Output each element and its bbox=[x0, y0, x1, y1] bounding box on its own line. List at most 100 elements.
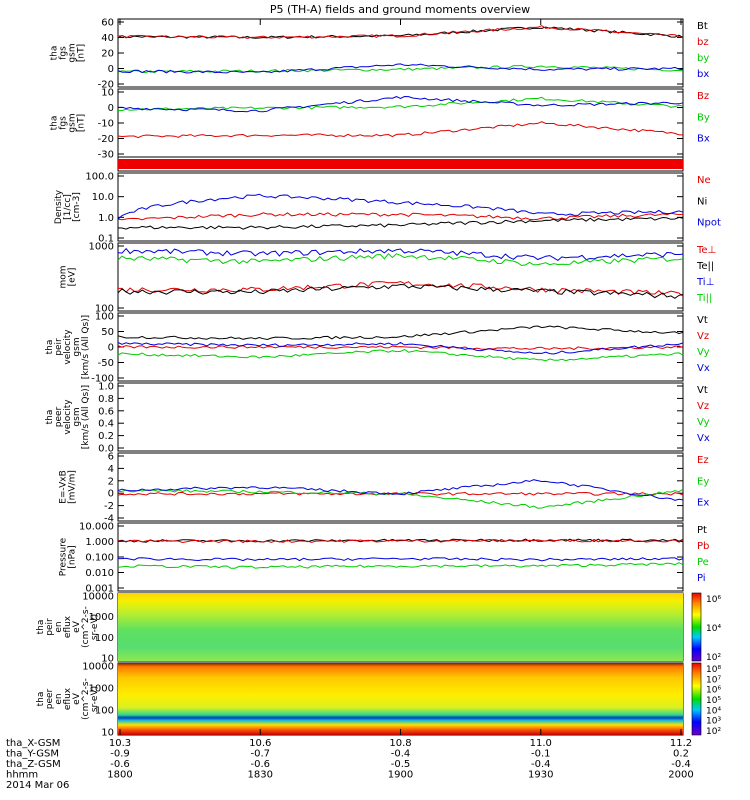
legend-Ti||: Ti|| bbox=[696, 293, 712, 304]
series-bx bbox=[117, 63, 684, 74]
panel-frame bbox=[117, 452, 684, 522]
legend-Vx: Vx bbox=[697, 433, 710, 444]
red-band bbox=[118, 159, 683, 169]
legend-Vy: Vy bbox=[697, 347, 710, 358]
y-tick-label: 10 bbox=[101, 88, 114, 99]
y-tick-label: 1000 bbox=[89, 242, 114, 253]
series-Ti⊥ bbox=[117, 247, 684, 262]
plot-title: P5 (TH-A) fields and ground moments over… bbox=[270, 3, 530, 16]
series-Ey bbox=[117, 488, 684, 509]
y-axis-label: fgs bbox=[59, 116, 69, 130]
y-tick-label: 10.0 bbox=[92, 192, 114, 203]
y-tick-label: 0 bbox=[108, 343, 114, 354]
series-Vx bbox=[117, 341, 684, 355]
colorbar-tick-label: 10⁴ bbox=[706, 706, 721, 716]
panel-frame bbox=[117, 172, 684, 242]
y-tick-label: 0.1 bbox=[98, 234, 114, 245]
y-axis-label: [eV] bbox=[68, 268, 78, 287]
y-tick-label: 1.000 bbox=[85, 537, 114, 548]
y-axis-label: eflux bbox=[63, 687, 73, 710]
legend-Bx: Bx bbox=[697, 134, 710, 145]
x-tick-label: 1800 bbox=[107, 770, 132, 781]
y-tick-label: -20 bbox=[98, 134, 114, 145]
colorbar-tick-label: 10² bbox=[706, 653, 721, 663]
y-axis-label: tha bbox=[45, 410, 55, 425]
colorbar-tick-label: 10⁸ bbox=[706, 665, 721, 675]
y-tick-label: 50 bbox=[101, 327, 114, 338]
y-tick-label: 1.0 bbox=[98, 213, 114, 224]
y-tick-label: 0.001 bbox=[85, 584, 114, 595]
legend-Ez: Ez bbox=[697, 455, 709, 466]
colorbar-tick-label: 10³ bbox=[706, 717, 721, 727]
y-tick-label: 10000 bbox=[82, 662, 114, 673]
y-axis-label: Density bbox=[54, 189, 64, 224]
y-tick-label: 20 bbox=[101, 49, 114, 60]
legend-Vy: Vy bbox=[697, 417, 710, 428]
series-Ti|| bbox=[117, 252, 684, 267]
series-Te⊥ bbox=[118, 280, 684, 297]
x-tick-label: 1900 bbox=[388, 770, 413, 781]
x-row-label: tha_X-GSM bbox=[6, 738, 60, 749]
y-tick-label: -2 bbox=[104, 501, 114, 512]
y-tick-label: 1000 bbox=[89, 684, 114, 695]
y-tick-label: 0 bbox=[108, 103, 114, 114]
panel-p1: 60 40 20 0 -20 tha fgs gsm [nT] Bt bz by bx bbox=[50, 18, 710, 91]
x-tick-label: 11.0 bbox=[530, 738, 552, 749]
panel-p5: 1000 100 mom [eV] Te⊥ Te|| Ti⊥ Ti|| bbox=[59, 242, 717, 315]
y-axis-label: gsm bbox=[68, 113, 78, 132]
x-tick-label: -0.4 bbox=[391, 749, 411, 760]
panel-p4: 100.0 10.0 1.0 0.1 Density [1/cc] [cm-3] Ne Ni Np… bbox=[54, 172, 721, 245]
y-tick-label: 0.8 bbox=[98, 394, 114, 405]
panel-p6: 100 50 0 -50 -100 tha peir velocity gsm [km/s (Al… bbox=[45, 312, 710, 385]
y-tick-label: 100.0 bbox=[85, 172, 114, 183]
colorbar-tick-label: 10² bbox=[706, 727, 721, 737]
x-row-label: tha_Z-GSM bbox=[6, 759, 61, 770]
y-tick-label: 100 bbox=[95, 312, 114, 323]
legend-Vt: Vt bbox=[697, 385, 708, 396]
legend-Vx: Vx bbox=[697, 363, 710, 374]
y-axis-label: eV bbox=[72, 692, 82, 705]
x-tick-label: 1930 bbox=[528, 770, 553, 781]
panel-frame bbox=[117, 382, 684, 452]
series-Pi bbox=[118, 557, 684, 562]
panel-p7: 1.00.80.6 0.40.2 0.0 tha peer velocity gsm [km/… bbox=[45, 382, 710, 455]
x-tick-label: -0.6 bbox=[250, 759, 270, 770]
y-axis-label: (cm^2-s- bbox=[81, 606, 91, 648]
colorbar-ion bbox=[691, 592, 702, 662]
y-tick-label: -100 bbox=[91, 374, 114, 385]
y-axis-label: tha bbox=[36, 620, 46, 635]
y-axis-label: [km/s (All Qs)] bbox=[81, 315, 91, 379]
x-tick-label: 0.2 bbox=[673, 749, 689, 760]
y-axis-label: velocity bbox=[63, 399, 73, 435]
series-Vy bbox=[117, 348, 684, 362]
y-axis-label: tha bbox=[36, 692, 46, 707]
y-axis-label: sr-eV) bbox=[90, 614, 100, 640]
y-axis-label: sr-eV) bbox=[90, 686, 100, 712]
legend-Vz: Vz bbox=[697, 401, 709, 412]
x-row-label: 2014 Mar 06 bbox=[6, 780, 69, 791]
y-axis-label: peir bbox=[54, 338, 64, 356]
y-axis-label: [nPa] bbox=[68, 545, 78, 568]
x-tick-label: 11.2 bbox=[670, 738, 692, 749]
legend-Ni: Ni bbox=[697, 196, 707, 207]
y-tick-label: 1000 bbox=[89, 612, 114, 623]
colorbar-tick-label: 10⁶ bbox=[706, 595, 721, 605]
y-axis-label: [nT] bbox=[77, 114, 87, 132]
y-tick-label: -50 bbox=[98, 358, 114, 369]
y-axis-label: [cm-3] bbox=[72, 192, 82, 222]
y-axis-label: mom bbox=[59, 265, 69, 288]
y-axis-label: peir bbox=[45, 618, 55, 636]
colorbar-tick-label: 10⁷ bbox=[706, 675, 721, 685]
y-axis-label: gsm bbox=[72, 337, 82, 356]
panel-p2: 10 0 -10 -20 -30 tha fgs gsm [nT] Bz By Bx bbox=[50, 88, 710, 161]
legend-Pb: Pb bbox=[697, 541, 709, 552]
y-axis-label: [1/cc] bbox=[63, 194, 73, 220]
y-tick-label: -30 bbox=[98, 150, 114, 161]
y-axis-label: tha bbox=[50, 46, 60, 61]
y-axis-label: [km/s (All Qs)] bbox=[81, 385, 91, 449]
series-Vz bbox=[117, 345, 684, 351]
series-bz bbox=[117, 25, 684, 39]
y-axis-label: tha bbox=[50, 116, 60, 131]
y-tick-label: 10000 bbox=[82, 592, 114, 603]
